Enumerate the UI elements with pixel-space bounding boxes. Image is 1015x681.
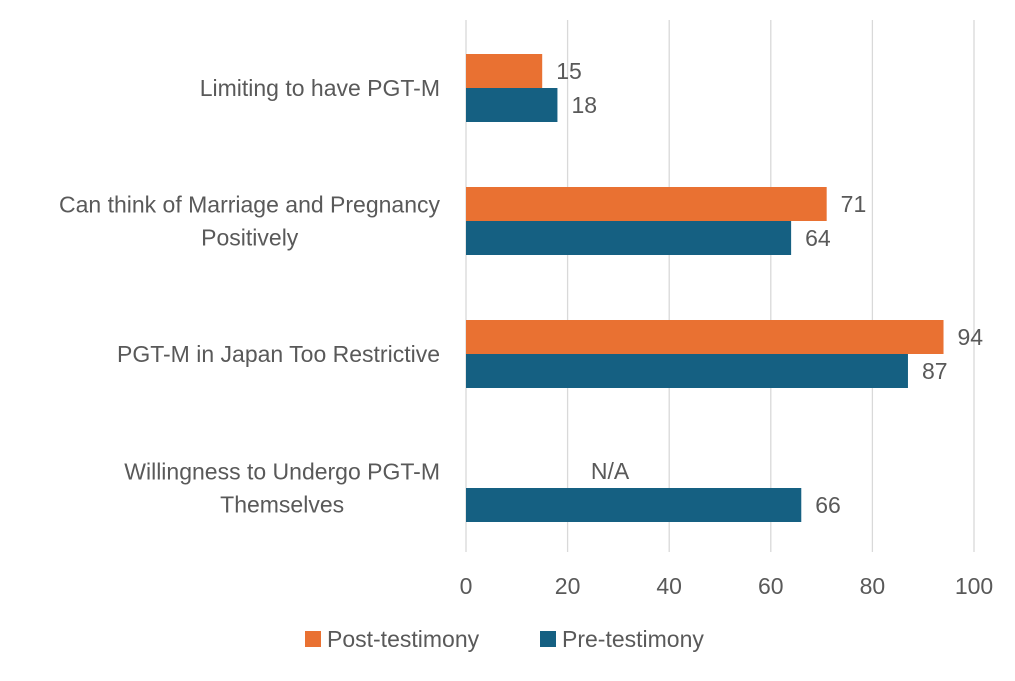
bar-pre-testimony — [466, 488, 802, 522]
legend-label: Pre-testimony — [562, 626, 704, 652]
bar-pre-testimony — [466, 221, 792, 255]
category-label: Limiting to have PGT-M — [200, 75, 440, 101]
data-label: 15 — [556, 58, 582, 84]
bar-pre-testimony — [466, 88, 558, 122]
x-tick-label: 80 — [860, 573, 886, 599]
data-labels: 15 71 94 N/A 18 64 87 66 — [556, 58, 983, 518]
category-label: PGT-M in Japan Too Restrictive — [117, 341, 440, 367]
data-label: 66 — [815, 492, 841, 518]
legend-swatch — [540, 631, 556, 647]
data-label: 71 — [841, 191, 867, 217]
x-tick-label: 100 — [955, 573, 993, 599]
category-label: Can think of Marriage and Pregnancy — [59, 192, 440, 218]
legend-label: Post-testimony — [327, 626, 480, 652]
category-label: Willingness to Undergo PGT-M — [124, 459, 440, 485]
data-label: 87 — [922, 358, 948, 384]
bar-post-testimony — [466, 187, 827, 221]
legend-swatch — [305, 631, 321, 647]
category-label: Themselves — [220, 492, 344, 518]
category-label: Positively — [201, 225, 299, 251]
data-label-na: N/A — [591, 458, 630, 484]
data-label: 64 — [805, 225, 831, 251]
bar-post-testimony — [466, 54, 543, 88]
axes: 0 20 40 60 80 100 Limiting to have PGT-M Can th… — [59, 75, 993, 599]
bars — [466, 54, 944, 522]
data-label: 94 — [958, 324, 984, 350]
bar-post-testimony — [466, 320, 944, 354]
data-label: 18 — [571, 92, 597, 118]
x-tick-label: 20 — [555, 573, 581, 599]
x-tick-label: 40 — [656, 573, 682, 599]
x-tick-label: 60 — [758, 573, 784, 599]
bar-pre-testimony — [466, 354, 908, 388]
gridlines — [465, 20, 975, 552]
x-tick-label: 0 — [460, 573, 473, 599]
legend: Post-testimony Pre-testimony — [305, 626, 704, 652]
